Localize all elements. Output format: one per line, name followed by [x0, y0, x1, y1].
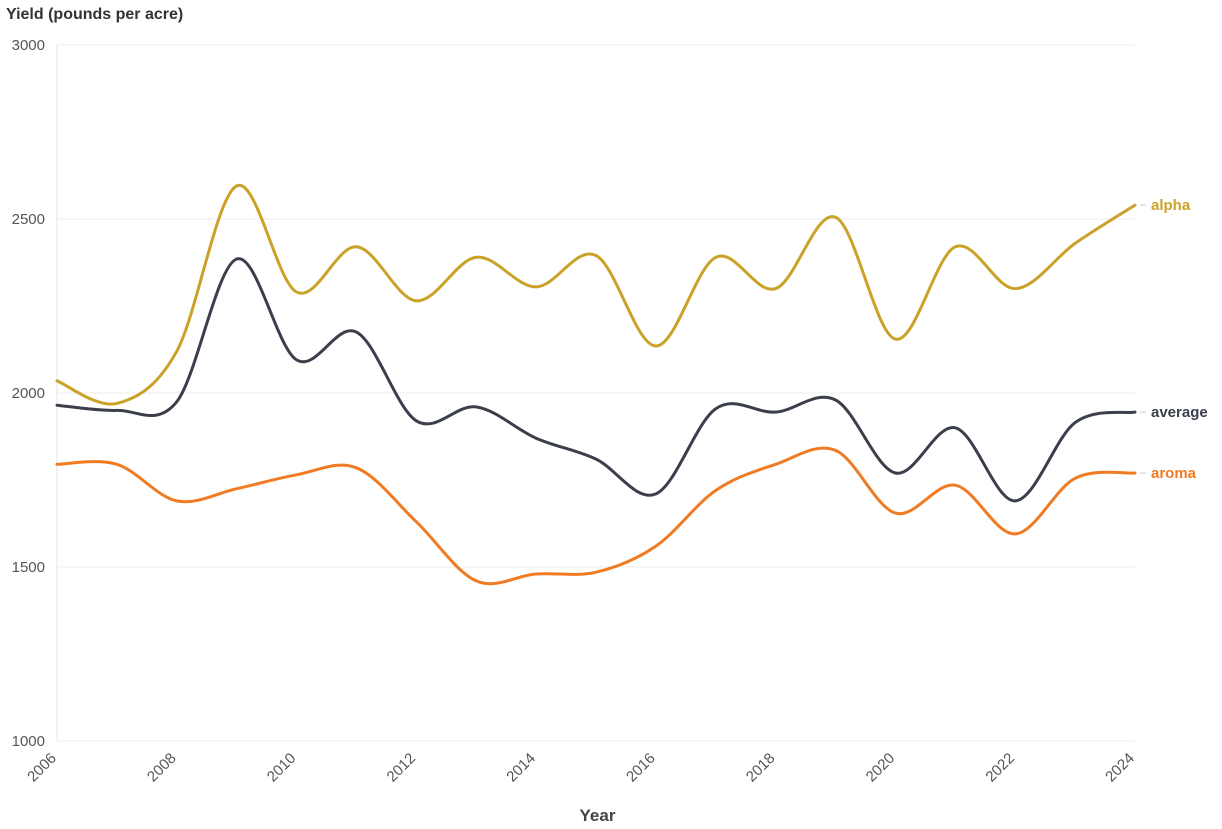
series-label-alpha: alpha [1151, 197, 1191, 214]
x-tick-label: 2018 [743, 750, 779, 786]
y-tick-label: 1500 [12, 559, 45, 576]
x-tick-label: 2014 [503, 750, 539, 786]
y-axis-title: Yield (pounds per acre) [6, 6, 184, 23]
series-labels: alpha average aroma [1140, 197, 1208, 482]
y-tick-label: 2000 [12, 385, 45, 402]
x-tick-label: 2022 [982, 750, 1018, 786]
x-tick-label: 2010 [264, 750, 300, 786]
series-lines [55, 184, 1137, 586]
y-tick-label: 3000 [12, 37, 45, 54]
series-line-aroma [55, 446, 1137, 586]
gridlines [57, 44, 1135, 742]
x-tick-label: 2016 [623, 750, 659, 786]
x-tick-label: 2020 [863, 750, 899, 786]
x-tick-label: 2008 [144, 750, 180, 786]
x-axis-title: Year [579, 806, 616, 825]
series-label-aroma: aroma [1151, 465, 1197, 482]
x-tick-label: 2012 [384, 750, 420, 786]
series-label-average: average [1151, 404, 1208, 421]
series-line-average [55, 257, 1137, 503]
axes: 1000 1500 2000 2500 3000 2006 2008 2010 2012 2014… [12, 37, 1138, 785]
series-line-alpha [55, 184, 1137, 406]
y-tick-label: 2500 [12, 211, 45, 228]
y-tick-label: 1000 [12, 733, 45, 750]
x-tick-label: 2024 [1102, 750, 1138, 786]
x-tick-label: 2006 [24, 750, 60, 786]
